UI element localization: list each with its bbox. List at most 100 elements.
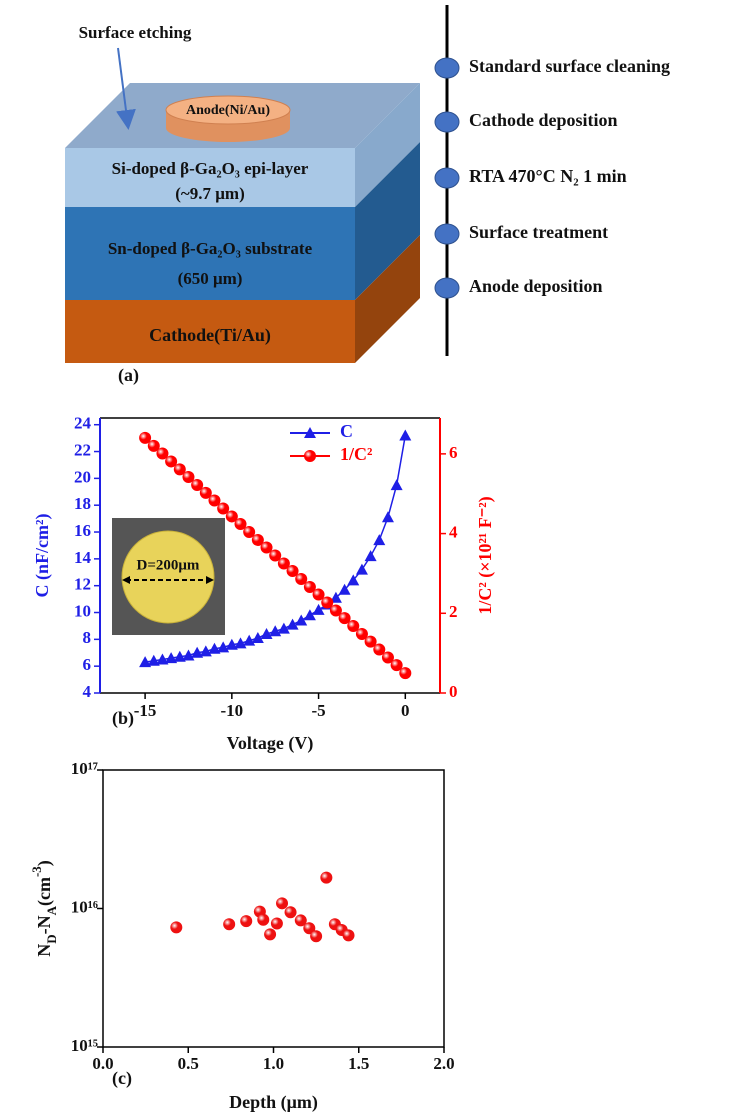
data-point — [257, 913, 270, 926]
x-tick-label: -15 — [134, 701, 157, 720]
data-point — [286, 618, 299, 630]
data-point — [199, 486, 212, 499]
data-point — [269, 625, 282, 637]
legend-label: C — [340, 421, 353, 441]
cathode-side — [355, 235, 420, 363]
x-tick-label: 2.0 — [433, 1054, 454, 1073]
data-point — [243, 634, 256, 646]
data-point — [329, 591, 342, 603]
data-point — [338, 583, 351, 595]
cathode — [65, 300, 355, 363]
data-point — [182, 649, 195, 661]
device-diagram: Anode(Ni/Au) Si-doped β-Ga₂O₃ epi-layer … — [65, 23, 420, 386]
layer-thickness: (~9.7 μm) — [175, 184, 244, 203]
x-tick-label: -5 — [311, 701, 325, 720]
data-point — [399, 667, 412, 680]
data-point — [170, 921, 183, 934]
substrate — [65, 207, 355, 300]
data-point — [173, 463, 186, 476]
data-point — [182, 470, 195, 483]
data-point — [399, 429, 412, 441]
legend-marker — [304, 427, 316, 438]
y-tick-label: 14 — [74, 548, 92, 567]
data-point — [243, 525, 256, 538]
y2-tick-label: 4 — [449, 522, 458, 541]
label-part: N — [34, 944, 54, 957]
data-point — [390, 659, 403, 672]
y-tick-label: 22 — [74, 440, 91, 459]
step: Standard surface cleaning — [469, 56, 670, 76]
y-tick-label: 4 — [83, 682, 92, 701]
panel-label: (a) — [118, 365, 139, 386]
panel-label: (b) — [112, 708, 134, 729]
data-point — [240, 915, 253, 928]
data-point — [270, 917, 283, 930]
data-point — [165, 652, 178, 664]
step: Anode deposition — [469, 276, 603, 296]
y-tick-label: 24 — [74, 414, 92, 433]
data-point — [310, 930, 323, 943]
data-point — [286, 565, 299, 578]
data-point — [277, 622, 290, 634]
layer-thickness: (650 μm) — [178, 269, 243, 288]
layer-name: Sn-doped β-Ga₂O₃ substrate — [108, 239, 313, 258]
x-tick-label: 1.5 — [348, 1054, 369, 1073]
data-point — [373, 643, 386, 656]
data-point — [147, 439, 160, 452]
y-tick-label: 10 — [74, 601, 91, 620]
x-tick-label: -10 — [221, 701, 244, 720]
data-point — [312, 588, 325, 601]
data-point — [303, 609, 316, 621]
y-axis-label: ND-NA(cm-3) — [29, 860, 59, 957]
data-point — [199, 645, 212, 657]
data-point — [223, 918, 236, 931]
x-tick-label: 0.0 — [92, 1054, 113, 1073]
data-point — [225, 638, 238, 650]
step-dot — [434, 223, 460, 245]
data-point — [173, 650, 186, 662]
legend-marker — [304, 450, 316, 462]
annotation: Surface etching — [79, 23, 192, 42]
y-tick-label: 12 — [74, 575, 91, 594]
data-point — [269, 549, 282, 562]
data-point — [321, 596, 334, 609]
legend-label: 1/C² — [340, 444, 372, 464]
label-part: -N — [34, 915, 54, 934]
data-point — [364, 635, 377, 648]
y-tick-label: 18 — [74, 494, 91, 513]
epi-layer — [65, 148, 355, 207]
data-point — [260, 627, 273, 639]
data-point — [320, 871, 333, 884]
y-tick-label: 20 — [74, 467, 91, 486]
data-point — [234, 518, 247, 531]
arrow — [116, 47, 136, 130]
x-tick-label: 0 — [401, 701, 410, 720]
data-point — [251, 632, 264, 643]
data-point — [347, 574, 360, 586]
data-point — [342, 929, 355, 942]
data-point — [295, 614, 308, 626]
data-point — [217, 641, 230, 653]
y-tick-label: 10¹⁶ — [71, 897, 98, 916]
epi-side — [355, 83, 420, 207]
data-point — [276, 897, 289, 910]
y-tick-label: 8 — [83, 628, 92, 647]
x-tick-label: 1.0 — [263, 1054, 284, 1073]
step: Surface treatment — [469, 222, 608, 242]
x-tick-label: 0.5 — [178, 1054, 199, 1073]
data-point — [338, 612, 351, 625]
data-point — [147, 654, 160, 666]
data-point — [217, 502, 230, 515]
data-point — [312, 603, 325, 615]
data-point — [234, 637, 247, 649]
data-point — [277, 557, 290, 570]
data-point — [329, 604, 342, 617]
label-part: A — [44, 905, 59, 915]
step: RTA 470°C N₂ 1 min — [469, 166, 627, 186]
data-point — [303, 922, 316, 935]
data-point — [381, 511, 394, 523]
inset-label: D=200μm — [137, 557, 200, 573]
y-tick-label: 10¹⁵ — [71, 1036, 98, 1055]
data-point — [208, 642, 221, 654]
